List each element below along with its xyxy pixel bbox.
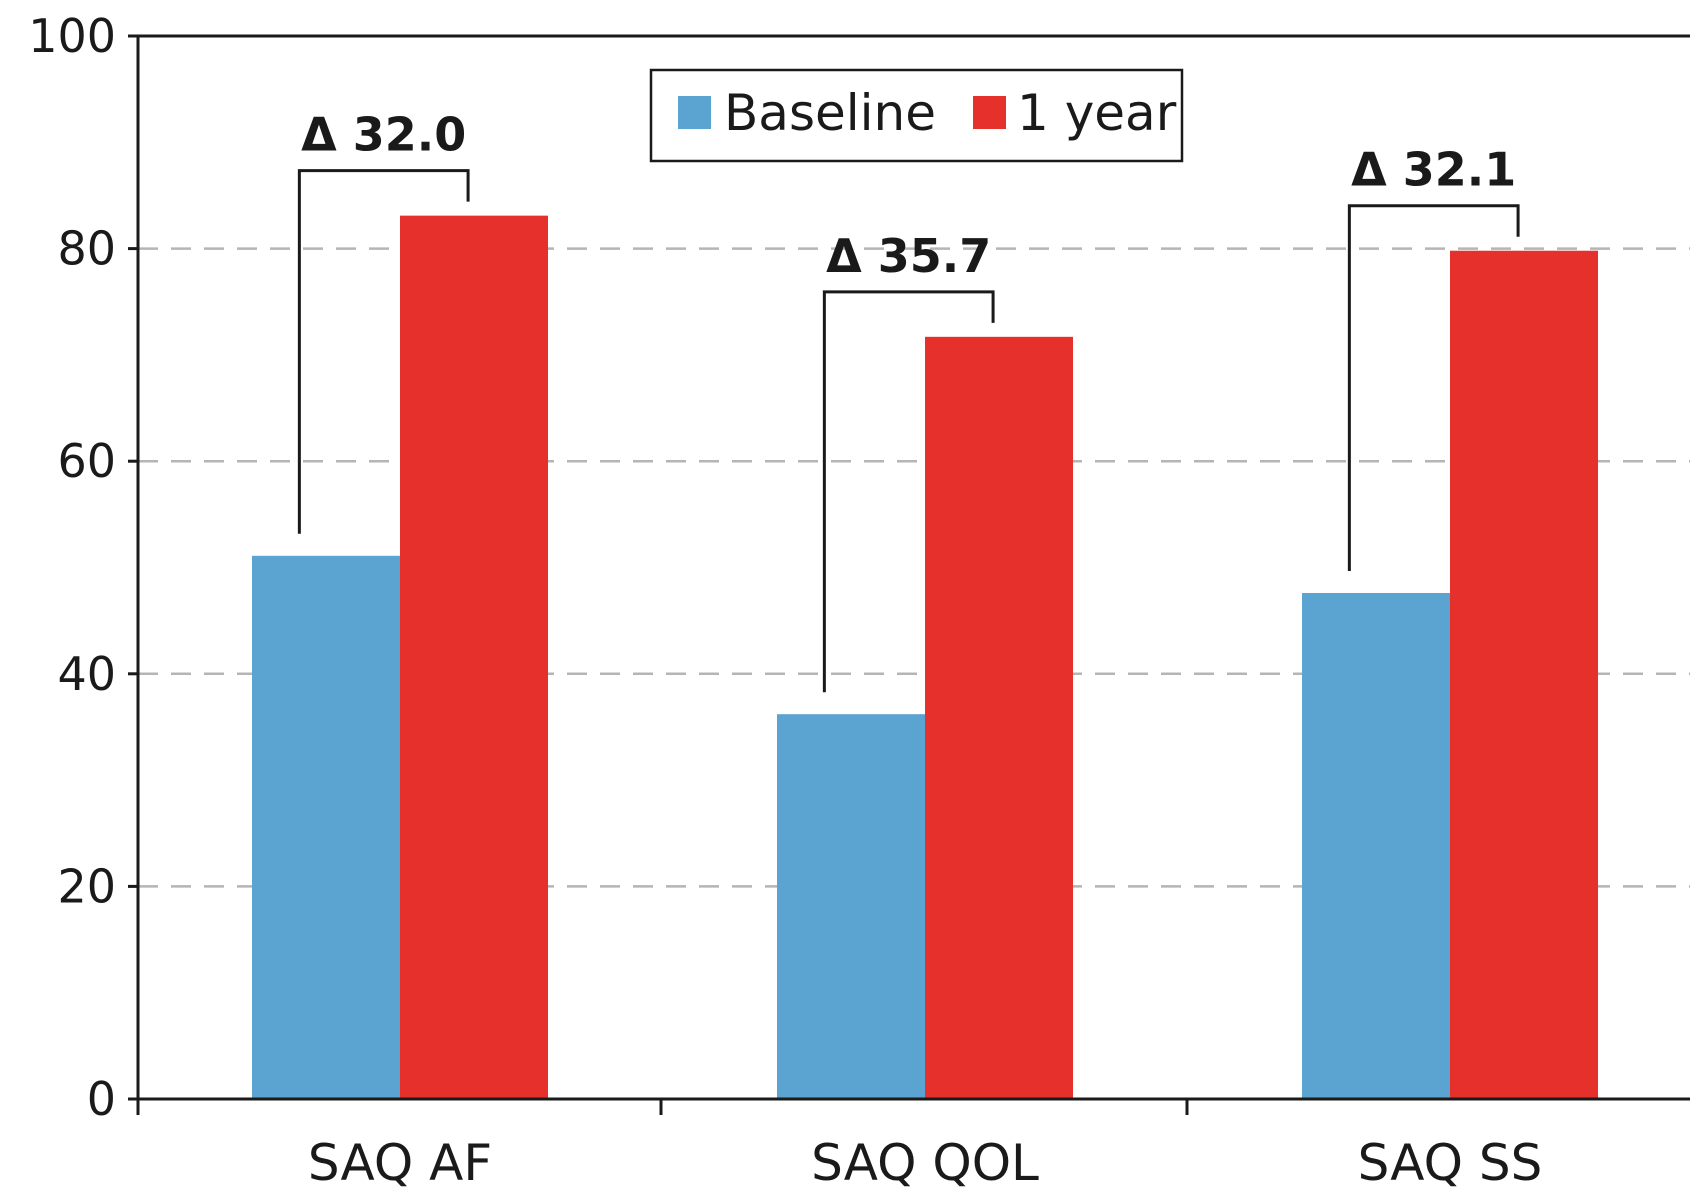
bars	[252, 215, 1598, 1100]
axes: 0 20 40 60 80 100 SAQ AF SAQ QOL SAQ SS	[28, 9, 1690, 1190]
y-tick-label-40: 40	[57, 647, 116, 701]
x-tick-label-saq-qol: SAQ QOL	[811, 1134, 1039, 1190]
y-tick-label-60: 60	[57, 434, 116, 488]
delta-label-saq-ss: Δ 32.1	[1351, 143, 1516, 197]
delta-bracket-saq-ss	[1347, 204, 1520, 572]
legend-swatch-baseline	[678, 96, 711, 129]
y-tick-label-100: 100	[28, 9, 116, 63]
legend-box	[649, 68, 1184, 163]
legend-label-1-year: 1 year	[1017, 84, 1177, 142]
legend-swatch-1-year	[973, 96, 1006, 129]
bar-saq-ss-baseline	[1302, 593, 1450, 1099]
bar-saq-qol-1-year	[925, 336, 1073, 1100]
bar-saq-qol-baseline	[777, 714, 925, 1099]
x-tick-label-saq-ss: SAQ SS	[1358, 1134, 1543, 1190]
x-tick-label-saq-af: SAQ AF	[308, 1134, 492, 1190]
bar-saq-af-baseline	[252, 555, 400, 1099]
bar-saq-af-1-year	[400, 215, 548, 1100]
delta-bracket-saq-af	[297, 169, 470, 534]
y-tick-label-80: 80	[57, 222, 116, 276]
delta-label-saq-qol: Δ 35.7	[826, 229, 991, 283]
delta-bracket-saq-qol	[822, 290, 995, 693]
legend-label-baseline: Baseline	[724, 84, 936, 142]
delta-label-saq-af: Δ 32.0	[301, 108, 466, 162]
bar-saq-ss-1-year	[1450, 250, 1598, 1099]
y-tick-label-20: 20	[57, 859, 116, 913]
legend: Baseline 1 year	[649, 68, 1184, 163]
y-tick-label-0: 0	[87, 1072, 116, 1126]
delta-brackets: Δ 32.0 Δ 35.7 Δ 32.1	[297, 108, 1520, 693]
